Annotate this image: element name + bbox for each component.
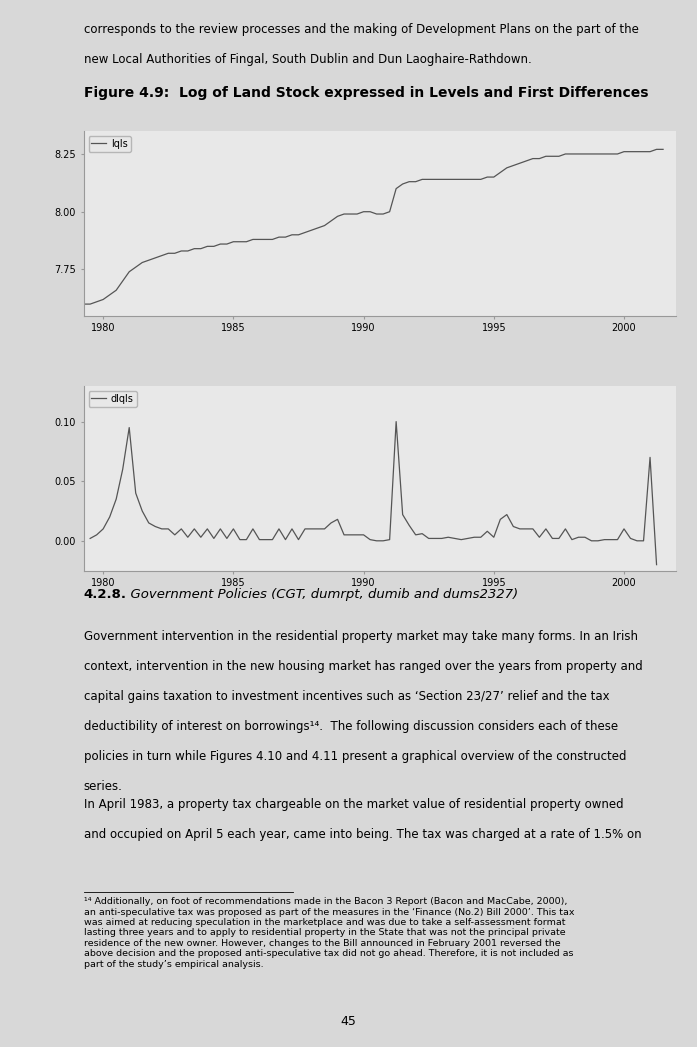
Text: corresponds to the review processes and the making of Development Plans on the p: corresponds to the review processes and … xyxy=(84,23,638,66)
Text: 4.2.8.: 4.2.8. xyxy=(84,588,127,601)
Legend: lqls: lqls xyxy=(89,136,130,152)
Text: Government Policies (CGT, dumrpt, dumib and dums2327): Government Policies (CGT, dumrpt, dumib … xyxy=(122,588,518,601)
Text: Figure 4.9:  Log of Land Stock expressed in Levels and First Differences: Figure 4.9: Log of Land Stock expressed … xyxy=(84,86,648,99)
Text: 45: 45 xyxy=(341,1016,356,1028)
Text: Government intervention in the residential property market may take many forms. : Government intervention in the residenti… xyxy=(84,630,643,794)
Legend: dlqls: dlqls xyxy=(89,391,137,406)
Text: In April 1983, a property tax chargeable on the market value of residential prop: In April 1983, a property tax chargeable… xyxy=(84,798,641,841)
Text: ¹⁴ Additionally, on foot of recommendations made in the Bacon 3 Report (Bacon an: ¹⁴ Additionally, on foot of recommendati… xyxy=(84,897,574,968)
